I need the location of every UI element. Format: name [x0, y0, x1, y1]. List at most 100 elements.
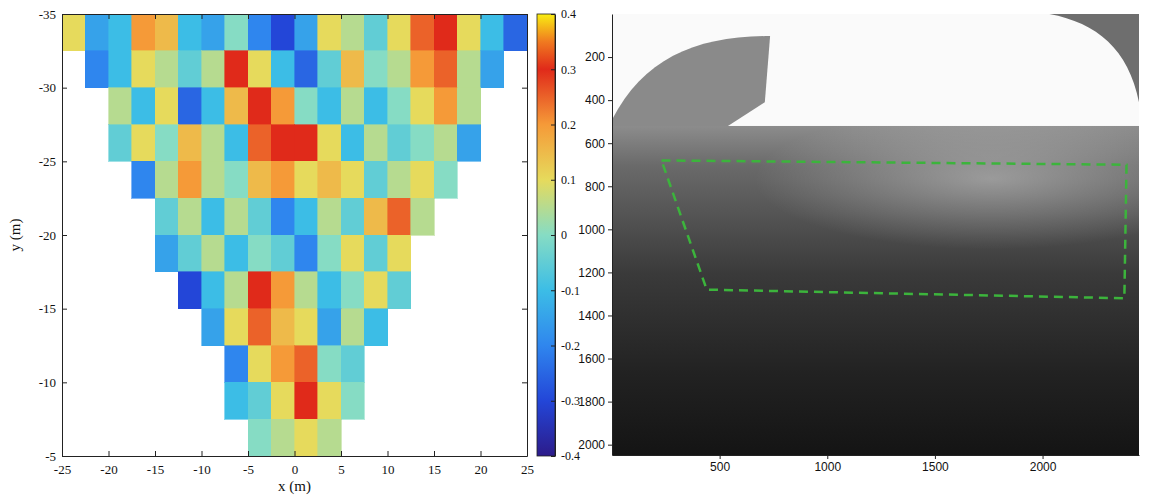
tick-label: -25 — [54, 462, 71, 477]
cell — [225, 346, 248, 383]
tick-mark — [551, 180, 555, 181]
cell — [248, 309, 271, 346]
tick-mark — [608, 402, 612, 403]
cell — [109, 51, 132, 88]
cell — [132, 51, 155, 88]
cell — [271, 382, 294, 419]
tick-label: -5 — [243, 462, 254, 477]
cell — [434, 14, 457, 51]
cell — [178, 125, 201, 162]
cell — [202, 309, 225, 346]
tick: -10 — [39, 375, 67, 390]
cell — [225, 88, 248, 125]
cell — [155, 88, 178, 125]
tick — [522, 161, 527, 162]
cell — [248, 235, 271, 272]
cell — [295, 51, 318, 88]
cell — [178, 51, 201, 88]
tick-mark — [935, 455, 936, 459]
cell — [202, 14, 225, 51]
tick: 1400 — [578, 309, 612, 323]
tick: -5 — [243, 451, 254, 477]
tick-mark — [1043, 455, 1044, 459]
tick: 600 — [585, 137, 612, 151]
cell — [271, 309, 294, 346]
cell — [178, 272, 201, 309]
tick-mark — [155, 14, 156, 19]
cell — [411, 125, 434, 162]
tick-label: 5 — [338, 462, 345, 477]
axis: -0.4-0.3-0.2-0.100.10.20.30.4 — [551, 7, 580, 463]
tick: 1200 — [578, 266, 612, 280]
tick — [295, 14, 296, 19]
tick-label: 600 — [585, 137, 605, 151]
cell — [295, 88, 318, 125]
tick-label: -0.4 — [561, 449, 580, 463]
cell — [341, 51, 364, 88]
tick-label: 25 — [521, 462, 534, 477]
cell — [248, 51, 271, 88]
cell — [364, 235, 387, 272]
tick-mark — [522, 161, 527, 162]
cell — [178, 235, 201, 272]
tick-label: 0 — [561, 228, 567, 242]
tick-label: -5 — [45, 449, 56, 464]
cell — [388, 161, 411, 198]
cell — [178, 198, 201, 235]
tick-mark — [62, 382, 67, 383]
tick: 15 — [428, 451, 441, 477]
tick-mark — [551, 290, 555, 291]
tick-label: 0 — [292, 462, 299, 477]
tick: 10 — [382, 451, 395, 477]
cell — [248, 382, 271, 419]
cell — [295, 161, 318, 198]
cell — [271, 51, 294, 88]
tick-label: -35 — [39, 7, 56, 22]
cell — [318, 235, 341, 272]
tick-mark — [522, 456, 527, 457]
tick-mark — [62, 456, 67, 457]
cell — [295, 382, 318, 419]
tick-label: 1600 — [578, 352, 605, 366]
tick-label: -0.3 — [561, 394, 580, 408]
cell — [457, 51, 480, 88]
cell — [248, 14, 271, 51]
tick-label: -15 — [39, 301, 56, 316]
tick-mark — [608, 272, 612, 273]
tick-mark — [202, 14, 203, 19]
cell — [388, 272, 411, 309]
cell — [411, 14, 434, 51]
tick-mark — [202, 451, 203, 456]
cell — [295, 346, 318, 383]
tick-label: 15 — [428, 462, 441, 477]
cell — [341, 161, 364, 198]
tick-mark — [608, 359, 612, 360]
tick-mark — [481, 451, 482, 456]
tick: -30 — [39, 80, 67, 95]
cell — [481, 14, 504, 51]
cell — [341, 88, 364, 125]
cell — [295, 198, 318, 235]
cell — [364, 125, 387, 162]
tick-label: -0.1 — [561, 284, 580, 298]
tick-mark — [522, 88, 527, 89]
tick: 1000 — [814, 455, 841, 474]
axis: 500100015002000 — [613, 455, 1140, 474]
tick-mark — [62, 14, 67, 15]
tick: 0 — [551, 228, 567, 242]
cell — [364, 88, 387, 125]
tick: -15 — [147, 451, 164, 477]
axis — [63, 14, 528, 19]
tick: 1800 — [578, 395, 612, 409]
tick-label: 1400 — [578, 309, 605, 323]
tick-mark — [248, 14, 249, 19]
cell — [481, 51, 504, 88]
tick-mark — [608, 57, 612, 58]
tick-mark — [827, 455, 828, 459]
cell — [318, 419, 341, 456]
tick: 500 — [710, 455, 730, 474]
cell — [155, 235, 178, 272]
sky — [612, 14, 1139, 126]
tick-label: 1000 — [578, 223, 605, 237]
cell — [85, 14, 108, 51]
